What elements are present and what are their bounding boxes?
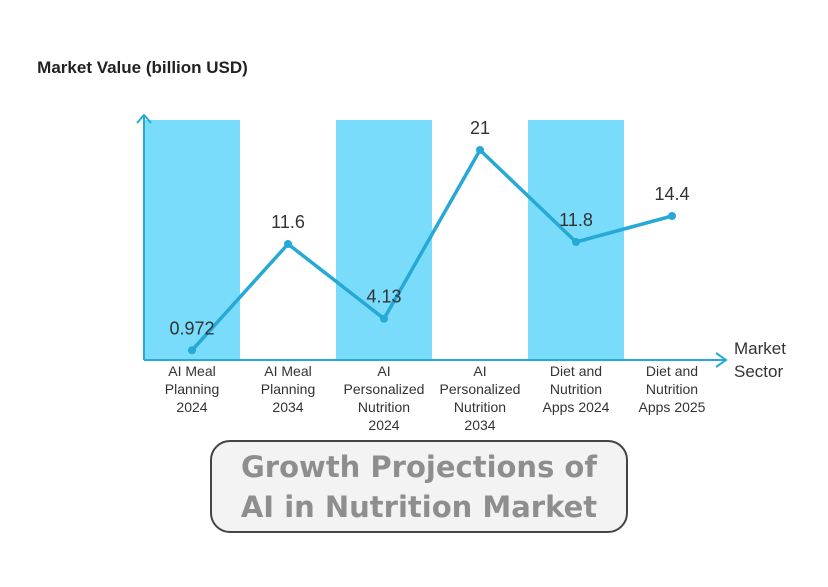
data-label-0: 0.972 <box>169 318 214 338</box>
tick-label-5: Diet and Nutrition Apps 2025 <box>639 363 706 415</box>
tick-label-1: AI Meal Planning 2034 <box>261 363 316 415</box>
series-layer: 0.972 11.6 4.13 21 11.8 14.4 <box>169 118 690 355</box>
axes <box>136 113 728 368</box>
tick-label-2: AI Personalized Nutrition 2024 <box>344 363 425 433</box>
data-label-2: 4.13 <box>366 287 401 307</box>
tick-label-3: AI Personalized Nutrition 2034 <box>440 363 521 433</box>
y-axis-label: Market Value (billion USD) <box>37 58 248 77</box>
tick-label-4: Diet and Nutrition Apps 2024 <box>543 363 610 415</box>
data-point-4 <box>572 238 580 246</box>
band-layer <box>144 120 624 360</box>
data-label-3: 21 <box>470 118 490 138</box>
data-point-0 <box>188 346 196 355</box>
data-point-2 <box>380 314 388 323</box>
data-label-4: 11.8 <box>559 210 593 230</box>
data-point-3 <box>476 146 484 154</box>
data-point-1 <box>284 240 292 248</box>
x-axis-arrow-icon <box>715 352 728 368</box>
data-label-5: 14.4 <box>654 184 689 204</box>
data-point-5 <box>668 212 676 220</box>
chart-title: Growth Projections of AI in Nutrition Ma… <box>240 449 598 524</box>
series-line <box>190 148 673 352</box>
tick-label-0: AI Meal Planning 2024 <box>165 363 220 415</box>
x-axis-label: Market Sector <box>734 339 786 381</box>
band-0 <box>144 120 240 360</box>
data-label-1: 11.6 <box>271 212 305 232</box>
tick-labels: AI Meal Planning 2024 AI Meal Planning 2034 AI… <box>165 363 706 433</box>
chart-title-box: Growth Projections of AI in Nutrition Ma… <box>210 440 628 533</box>
y-axis-arrow-icon <box>136 113 152 124</box>
band-2 <box>336 120 432 360</box>
